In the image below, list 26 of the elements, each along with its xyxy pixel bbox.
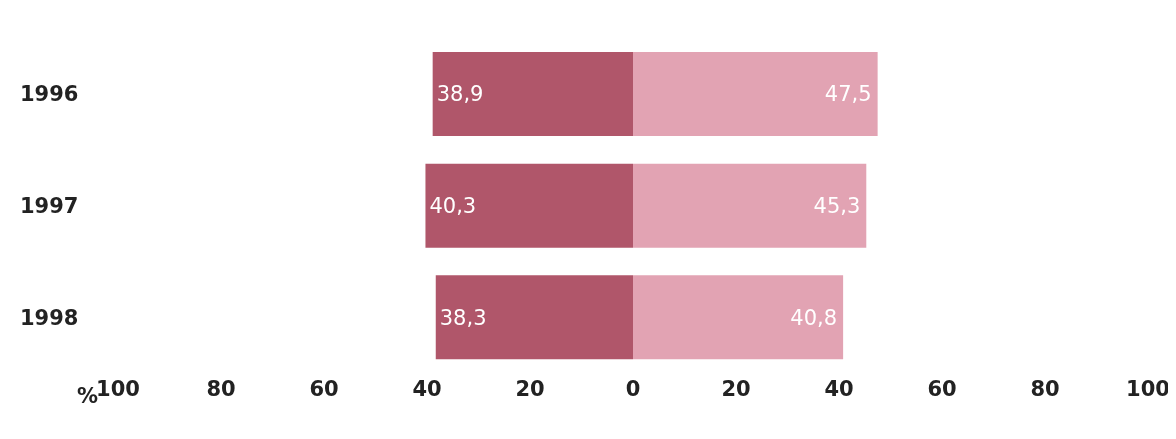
data-label: 47,5 bbox=[824, 82, 872, 107]
data-label: 40,3 bbox=[429, 194, 477, 219]
bar bbox=[425, 163, 633, 248]
x-tick-label: 60 bbox=[309, 376, 339, 401]
bar bbox=[633, 163, 867, 248]
bar bbox=[633, 52, 878, 136]
x-tick-label: 80 bbox=[206, 376, 236, 401]
y-tick-label: 1996 bbox=[20, 82, 79, 107]
x-tick-label: 60 bbox=[927, 376, 957, 401]
data-label: 40,8 bbox=[790, 305, 838, 330]
bar bbox=[432, 52, 633, 136]
y-tick-label: 1998 bbox=[20, 305, 79, 330]
x-axis-title: % bbox=[76, 384, 98, 409]
data-label: 38,3 bbox=[439, 305, 487, 330]
x-tick-label: 40 bbox=[412, 376, 442, 401]
y-tick-label: 1997 bbox=[20, 193, 79, 218]
x-tick-label: 40 bbox=[824, 376, 854, 401]
bar bbox=[633, 275, 844, 360]
x-tick-label: 100 bbox=[1126, 376, 1170, 401]
data-label: 45,3 bbox=[813, 194, 861, 219]
data-label: 38,9 bbox=[436, 82, 484, 107]
x-tick-label: 0 bbox=[625, 376, 641, 401]
bar bbox=[435, 275, 633, 360]
x-tick-label: 80 bbox=[1030, 376, 1060, 401]
x-tick-label: 20 bbox=[515, 376, 545, 401]
x-tick-label: 20 bbox=[721, 376, 751, 401]
